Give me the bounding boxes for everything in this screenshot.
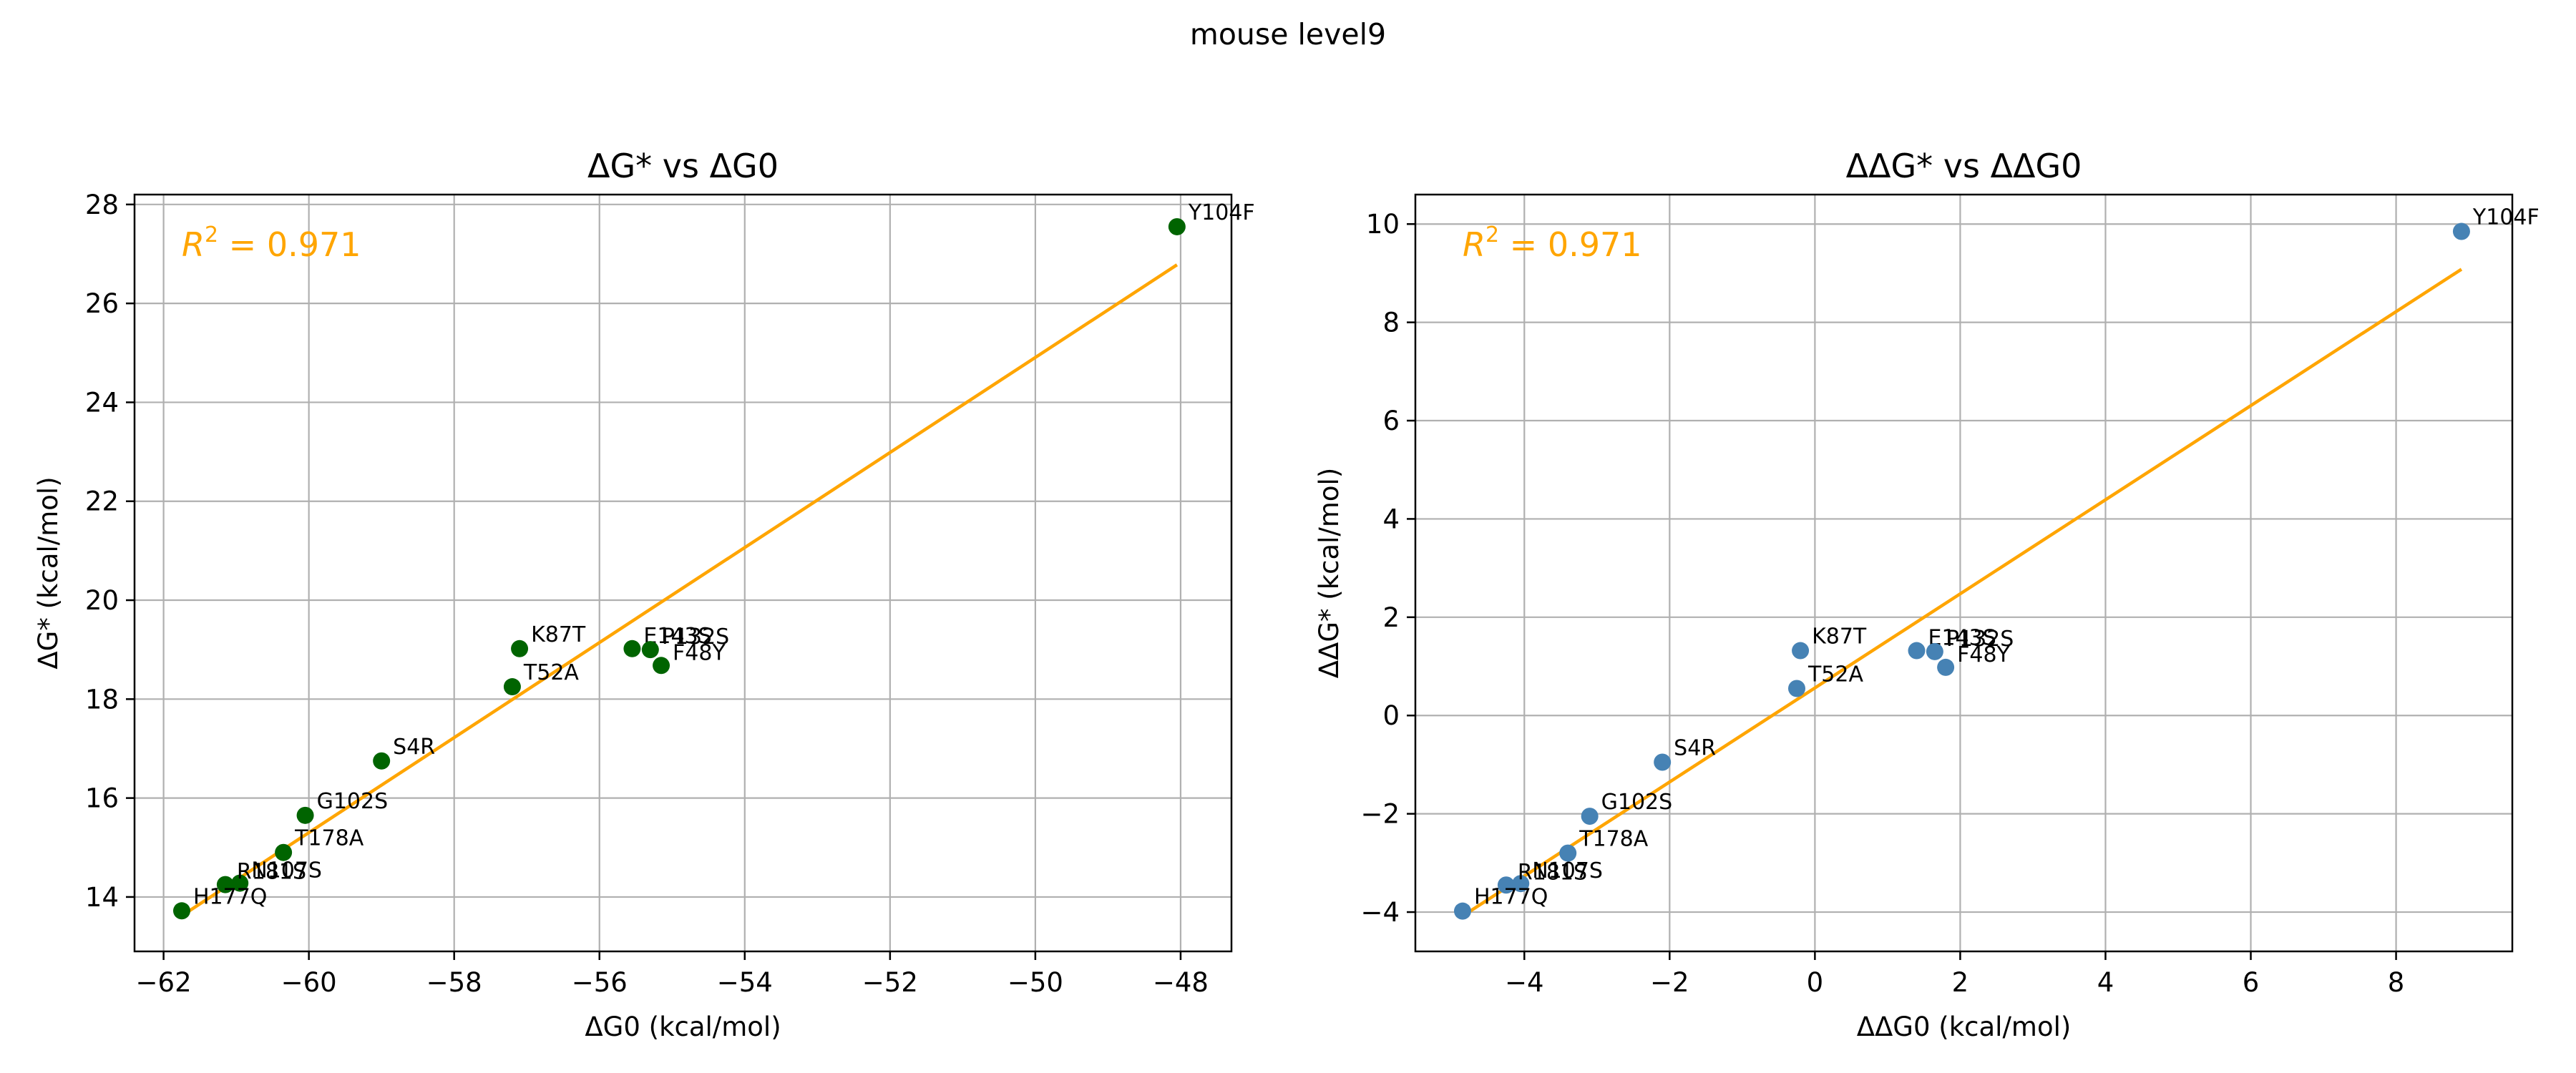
chart-1-point-h177q: [1453, 902, 1471, 920]
chart-1-point-label-s4r: S4R: [1674, 736, 1716, 761]
chart-1-y-tick-label-5: 6: [1382, 406, 1400, 436]
chart-1-point-label-n107s: N107S: [1532, 858, 1603, 883]
chart-0-point-label-r181s: R181S: [237, 860, 306, 885]
chart-0-x-tick-label-5: −52: [862, 967, 918, 998]
chart-0-point-n107s: [231, 874, 249, 892]
chart-0-y-tick-label-1: 16: [85, 783, 119, 814]
chart-1-x-tick-label-4: 4: [2097, 967, 2114, 998]
chart-0-y-tick-label-3: 20: [85, 585, 119, 616]
chart-1-x-tick-label-0: −4: [1505, 967, 1544, 998]
chart-1-point-label-p132s: P132S: [1946, 627, 2014, 652]
chart-0-point-label-n107s: N107S: [251, 858, 322, 883]
chart-1-point-t178a: [1559, 844, 1577, 862]
chart-0-point-r181s: [216, 876, 234, 893]
chart-0-point-f48y: [653, 657, 670, 675]
chart-1-point-label-t52a: T52A: [1807, 662, 1863, 687]
chart-0-x-tick-label-4: −54: [717, 967, 773, 998]
chart-1-point-label-f48y: F48Y: [1957, 642, 2010, 667]
chart-0-point-label-t52a: T52A: [523, 660, 579, 685]
chart-1-point-p132s: [1926, 642, 1943, 660]
chart-1-y-tick-label-7: 10: [1366, 209, 1400, 240]
chart-0-point-label-f48y: F48Y: [673, 640, 726, 665]
chart-1-x-tick-label-6: 8: [2388, 967, 2405, 998]
chart-1-point-k87t: [1792, 642, 1810, 660]
chart-1-x-tick-label-3: 2: [1952, 967, 1969, 998]
figure-suptitle: mouse level9: [1190, 17, 1386, 52]
chart-1-point-label-r181s: R181S: [1518, 860, 1587, 885]
chart-0-point-label-p132s: P132S: [662, 624, 729, 650]
chart-0-r-squared-annotation: R2 = 0.971: [182, 222, 361, 264]
chart-1-point-label-t178a: T178A: [1579, 827, 1649, 852]
chart-0-point-label-y104f: Y104F: [1188, 200, 1255, 225]
chart-0-x-tick-label-3: −56: [572, 967, 628, 998]
chart-0-y-tick-label-0: 14: [85, 882, 119, 913]
chart-0-point-label-k87t: K87T: [531, 622, 586, 647]
chart-0-y-tick-label-6: 26: [85, 288, 119, 319]
chart-1-point-y104f: [2452, 222, 2470, 240]
chart-0-y-tick-label-7: 28: [85, 190, 119, 220]
chart-1-point-e143s: [1908, 642, 1926, 660]
chart-1-x-axis-label: ΔΔG0 (kcal/mol): [1857, 1011, 2072, 1042]
chart-0-point-e143s: [623, 640, 641, 657]
chart-0-point-k87t: [511, 640, 529, 657]
chart-0-title: ΔG* vs ΔG0: [587, 147, 779, 185]
chart-0-point-label-h177q: H177Q: [193, 884, 267, 909]
chart-0-x-tick-label-1: −60: [281, 967, 337, 998]
chart-1-fit-line: [1461, 268, 2463, 918]
chart-1-axes-frame: [1414, 193, 2514, 953]
chart-0-point-g102s: [296, 806, 314, 824]
chart-1-r-squared-annotation: R2 = 0.971: [1463, 222, 1642, 264]
chart-1-title: ΔΔG* vs ΔΔG0: [1846, 147, 2082, 185]
chart-0-point-s4r: [373, 752, 391, 770]
chart-0-point-p132s: [641, 641, 659, 659]
chart-1-point-r181s: [1497, 876, 1515, 894]
chart-0-point-h177q: [172, 902, 190, 920]
chart-1-y-tick-label-3: 2: [1382, 602, 1400, 633]
chart-0-fit-line: [180, 263, 1179, 918]
chart-0-y-tick-label-5: 24: [85, 387, 119, 418]
chart-0-axes-frame: [133, 193, 1233, 953]
chart-0-point-label-s4r: S4R: [393, 735, 435, 760]
chart-0-x-tick-label-2: −58: [426, 967, 482, 998]
chart-1-point-label-k87t: K87T: [1812, 624, 1867, 650]
chart-1-point-label-g102s: G102S: [1601, 790, 1673, 815]
chart-0-y-tick-label-2: 18: [85, 684, 119, 715]
chart-0-x-axis-label: ΔG0 (kcal/mol): [585, 1011, 781, 1042]
chart-1-point-s4r: [1654, 753, 1672, 771]
chart-1-x-tick-label-1: −2: [1650, 967, 1689, 998]
chart-1-point-label-h177q: H177Q: [1474, 885, 1548, 910]
chart-1-y-tick-label-0: −4: [1360, 897, 1400, 928]
chart-1-point-t52a: [1787, 680, 1805, 697]
chart-0-point-label-g102s: G102S: [317, 789, 389, 814]
chart-1-point-n107s: [1512, 875, 1530, 893]
chart-0-point-label-t178a: T178A: [294, 826, 364, 851]
chart-0-point-y104f: [1168, 217, 1186, 235]
chart-0-y-axis-label: ΔG* (kcal/mol): [33, 476, 64, 669]
chart-1-point-label-y104f: Y104F: [2472, 205, 2540, 230]
chart-1-y-tick-label-2: 0: [1382, 700, 1400, 731]
chart-0-x-tick-label-6: −50: [1008, 967, 1063, 998]
chart-1-y-axis-label: ΔΔG* (kcal/mol): [1314, 468, 1345, 679]
chart-0-x-tick-label-0: −62: [136, 967, 192, 998]
chart-0-point-t178a: [275, 843, 293, 861]
chart-1-x-tick-label-5: 6: [2243, 967, 2260, 998]
chart-1-y-tick-label-4: 4: [1382, 504, 1400, 534]
chart-1-point-g102s: [1581, 808, 1599, 825]
chart-0-point-t52a: [503, 678, 521, 696]
chart-1-y-tick-label-6: 8: [1382, 308, 1400, 338]
chart-0-y-tick-label-4: 22: [85, 486, 119, 517]
chart-1-x-tick-label-2: 0: [1807, 967, 1824, 998]
chart-1-y-tick-label-1: −2: [1360, 799, 1400, 830]
chart-1-point-f48y: [1937, 658, 1955, 676]
chart-0-x-tick-label-7: −48: [1153, 967, 1209, 998]
